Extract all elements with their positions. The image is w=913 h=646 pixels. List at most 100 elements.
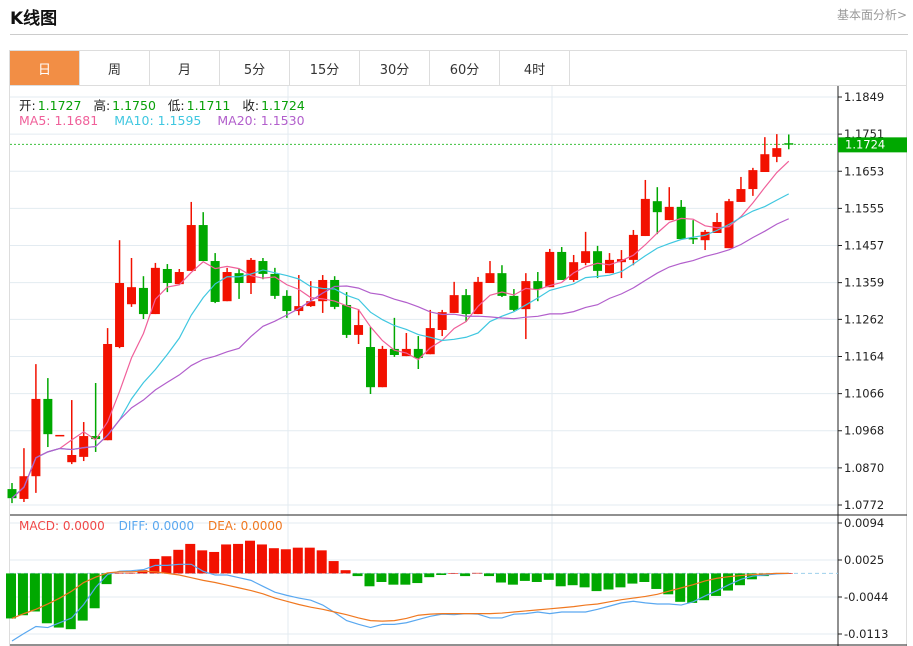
candle-body xyxy=(342,304,352,335)
candle-body xyxy=(521,281,531,310)
candle-body xyxy=(246,259,256,284)
candle-body xyxy=(509,295,519,310)
macd-bar xyxy=(185,543,196,574)
tab-month[interactable]: 月 xyxy=(150,51,220,85)
candle xyxy=(640,179,650,237)
macd-bar xyxy=(364,573,375,587)
candle xyxy=(772,134,782,163)
candle-body xyxy=(545,251,555,288)
ma5-value: MA5: 1.1681 xyxy=(19,113,99,128)
candle-body xyxy=(425,328,435,355)
candle-body xyxy=(366,347,375,388)
tab-15min[interactable]: 15分 xyxy=(290,51,360,85)
candle-body xyxy=(162,268,172,284)
candle-body xyxy=(485,273,495,284)
candle-body xyxy=(306,301,316,307)
macd-value: MACD: 0.0000 xyxy=(19,519,105,533)
macd-bar xyxy=(436,573,447,576)
candle-body xyxy=(186,225,196,271)
y-tick-label: 1.0870 xyxy=(844,461,884,475)
macd-bar xyxy=(6,573,16,619)
macd-bar xyxy=(316,550,327,574)
macd-bar xyxy=(495,573,506,583)
y-tick-label: 1.1653 xyxy=(844,164,884,178)
candle-body xyxy=(676,206,686,240)
tab-30min[interactable]: 30分 xyxy=(360,51,430,85)
macd-bar xyxy=(29,573,40,612)
fundamental-analysis-link[interactable]: 基本面分析> xyxy=(836,8,907,22)
macd-bar xyxy=(245,540,255,574)
candle-body xyxy=(79,436,89,457)
candle xyxy=(354,309,364,344)
macd-bar xyxy=(531,573,542,582)
candle xyxy=(138,276,148,319)
ma10-line xyxy=(11,193,790,499)
candle-body xyxy=(138,287,148,315)
candle xyxy=(198,212,208,262)
candle xyxy=(43,378,53,448)
macd-bar xyxy=(352,573,363,577)
dea-line xyxy=(11,570,789,622)
candle-body xyxy=(91,436,101,440)
period-tabs: 日 周 月 5分 15分 30分 60分 4时 xyxy=(9,50,907,86)
candle-body xyxy=(473,281,483,315)
ma-info: MA5: 1.1681 MA10: 1.1595 MA20: 1.1530 xyxy=(19,113,307,128)
candle xyxy=(569,254,579,282)
macd-bar xyxy=(651,573,662,589)
candle-body xyxy=(736,189,746,202)
candle xyxy=(186,201,196,271)
candle-body xyxy=(222,272,232,302)
candle xyxy=(593,245,603,279)
y-tick-label: 1.1262 xyxy=(844,312,884,326)
macd-bar xyxy=(412,573,423,584)
macd-bar xyxy=(292,547,303,574)
candle-body xyxy=(557,251,567,280)
macd-bar xyxy=(101,573,112,585)
macd-bar xyxy=(113,572,124,574)
candle xyxy=(616,250,626,279)
candle xyxy=(282,290,292,318)
candle-body xyxy=(318,279,328,302)
y-tick-label: 1.1555 xyxy=(844,201,884,215)
macd-bar xyxy=(699,573,710,601)
candle xyxy=(784,134,794,150)
macd-bar xyxy=(65,573,76,630)
candle-body xyxy=(760,154,770,173)
y-tick-label: 1.1359 xyxy=(844,276,884,290)
macd-bar xyxy=(17,573,28,616)
candle xyxy=(79,422,89,462)
candle xyxy=(31,364,41,493)
diff-value: DIFF: 0.0000 xyxy=(118,519,195,533)
tab-day[interactable]: 日 xyxy=(10,51,80,85)
candle xyxy=(103,328,113,441)
tab-5min[interactable]: 5分 xyxy=(220,51,290,85)
tab-60min[interactable]: 60分 xyxy=(430,51,500,85)
macd-bar xyxy=(472,572,483,574)
candle-body xyxy=(67,454,77,463)
candle-body xyxy=(7,489,17,499)
y-tick-label: 1.0772 xyxy=(844,498,884,512)
macd-bar xyxy=(627,573,638,584)
candle-body xyxy=(664,206,674,221)
macd-bar xyxy=(89,573,100,609)
candle-body xyxy=(748,170,758,190)
macd-bar xyxy=(555,573,566,587)
candle-body xyxy=(330,279,340,307)
candle-body xyxy=(270,273,280,296)
macd-y-tick-label: 0.0094 xyxy=(844,516,884,530)
candle-body xyxy=(150,267,160,315)
macd-bar xyxy=(77,573,88,621)
candle-body xyxy=(640,198,650,237)
candle xyxy=(628,229,638,266)
candle xyxy=(306,281,316,307)
tab-week[interactable]: 周 xyxy=(80,51,150,85)
tab-4hour[interactable]: 4时 xyxy=(500,51,570,85)
divider xyxy=(10,34,908,35)
y-tick-label: 1.1849 xyxy=(844,90,884,104)
candle xyxy=(473,276,483,315)
candle-body xyxy=(652,201,662,213)
macd-bar xyxy=(53,573,64,628)
candle-body xyxy=(389,348,399,355)
candle xyxy=(557,247,567,280)
